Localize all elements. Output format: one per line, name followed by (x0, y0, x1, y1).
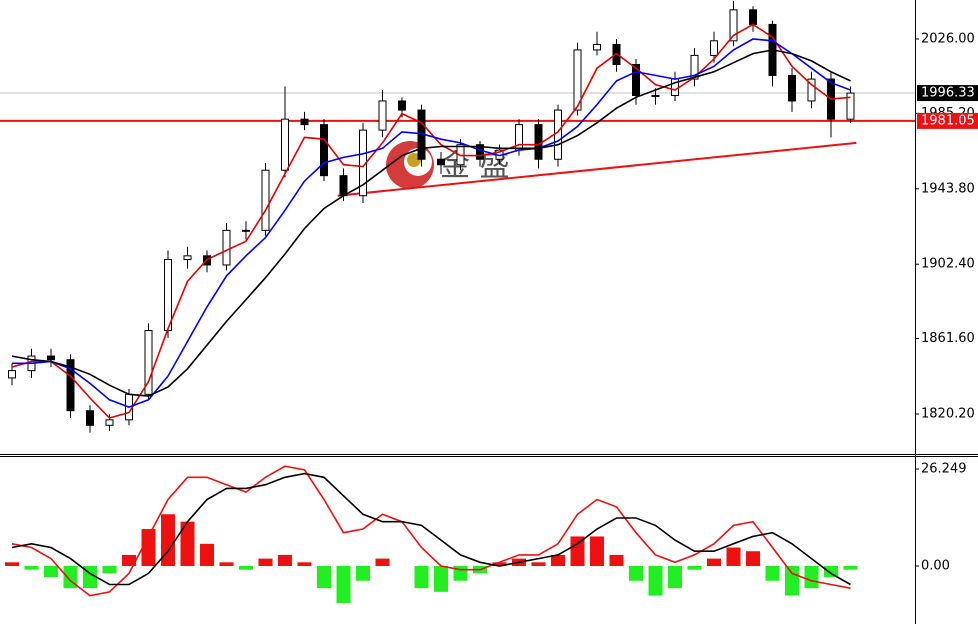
y-tick-label: 26.249 (921, 462, 967, 477)
candle-body (144, 330, 153, 395)
candle-body (807, 78, 816, 102)
histogram-bar (434, 565, 448, 592)
histogram-bar (122, 554, 136, 566)
candle-body (222, 229, 231, 266)
candle-body (593, 43, 601, 51)
histogram-bar (102, 565, 117, 574)
y-tick-label: 1943.80 (921, 181, 975, 196)
histogram-bar (843, 565, 858, 570)
histogram-bar (180, 521, 195, 566)
histogram-bar (219, 562, 234, 566)
y-tick-label: 1820.20 (921, 407, 975, 422)
histogram-bar (765, 565, 780, 581)
histogram-bar (44, 565, 58, 578)
histogram-bar (590, 536, 604, 566)
candle-body (554, 109, 562, 160)
indicator-line (11, 472, 851, 586)
candle-body (437, 158, 445, 166)
histogram-bar (726, 547, 741, 566)
histogram-bar (668, 565, 682, 589)
candle-body (788, 74, 796, 102)
histogram-bar (317, 565, 331, 589)
candle-body (632, 64, 640, 96)
candle-body (398, 100, 406, 111)
histogram-bar (200, 543, 214, 566)
histogram-bar (297, 562, 312, 566)
candle-body (281, 118, 289, 171)
candle-body (729, 9, 738, 42)
candle-body (300, 118, 309, 126)
candle-body (476, 144, 484, 160)
candle-body (651, 94, 660, 97)
candle-body (164, 258, 172, 332)
y-tick-label: 0.00 (921, 558, 950, 573)
histogram-bar (141, 529, 156, 566)
level-label: 1981.05 (921, 113, 975, 128)
indicator-line (11, 49, 851, 397)
histogram-bar (824, 565, 838, 578)
histogram-bar (356, 565, 370, 581)
histogram-bar (258, 558, 273, 566)
indicator-line (12, 38, 851, 408)
candle-body (710, 40, 718, 56)
candle-body (339, 175, 348, 197)
candle-body (320, 124, 328, 177)
histogram-bar (492, 562, 507, 566)
histogram-bar (278, 554, 292, 566)
histogram-bar (161, 514, 175, 566)
histogram-bar (551, 554, 565, 566)
candle-body (749, 9, 757, 25)
histogram-bar (609, 554, 624, 566)
candle-body (534, 124, 543, 160)
candle-body (66, 359, 75, 412)
candle-body (573, 49, 582, 111)
candle-body (183, 255, 192, 260)
histogram-bar (5, 562, 19, 566)
histogram-bar (687, 565, 702, 570)
candle-body (47, 355, 55, 361)
histogram-bar (24, 565, 39, 570)
indicator-line (11, 23, 851, 419)
histogram-bar (570, 536, 585, 566)
histogram-bar (629, 565, 643, 581)
candle-body (86, 410, 94, 426)
candle-body (8, 370, 16, 379)
candle-body (846, 92, 855, 120)
candle-body (378, 100, 387, 131)
y-tick-label: 1902.40 (921, 257, 975, 272)
histogram-bar (531, 562, 546, 566)
last-price-box (917, 85, 978, 102)
indicator-line (11, 465, 851, 597)
histogram-bar (336, 565, 351, 603)
histogram-bar (375, 558, 390, 566)
candle-body (261, 169, 270, 231)
histogram-bar (785, 565, 799, 596)
candle-body (105, 419, 114, 426)
histogram-bar (707, 558, 721, 566)
histogram-bar (239, 565, 253, 570)
histogram-bar (648, 565, 663, 596)
histogram-bar (746, 551, 760, 566)
last-price-label: 1996.33 (921, 86, 975, 101)
y-tick-label: 2026.00 (921, 31, 975, 46)
trendline (337, 141, 857, 197)
candle-body (690, 54, 699, 80)
candle-body (242, 229, 250, 232)
histogram-bar (414, 565, 429, 589)
y-tick-label: 1861.60 (921, 331, 975, 346)
level-box (917, 112, 978, 129)
histogram-bar (804, 565, 819, 589)
